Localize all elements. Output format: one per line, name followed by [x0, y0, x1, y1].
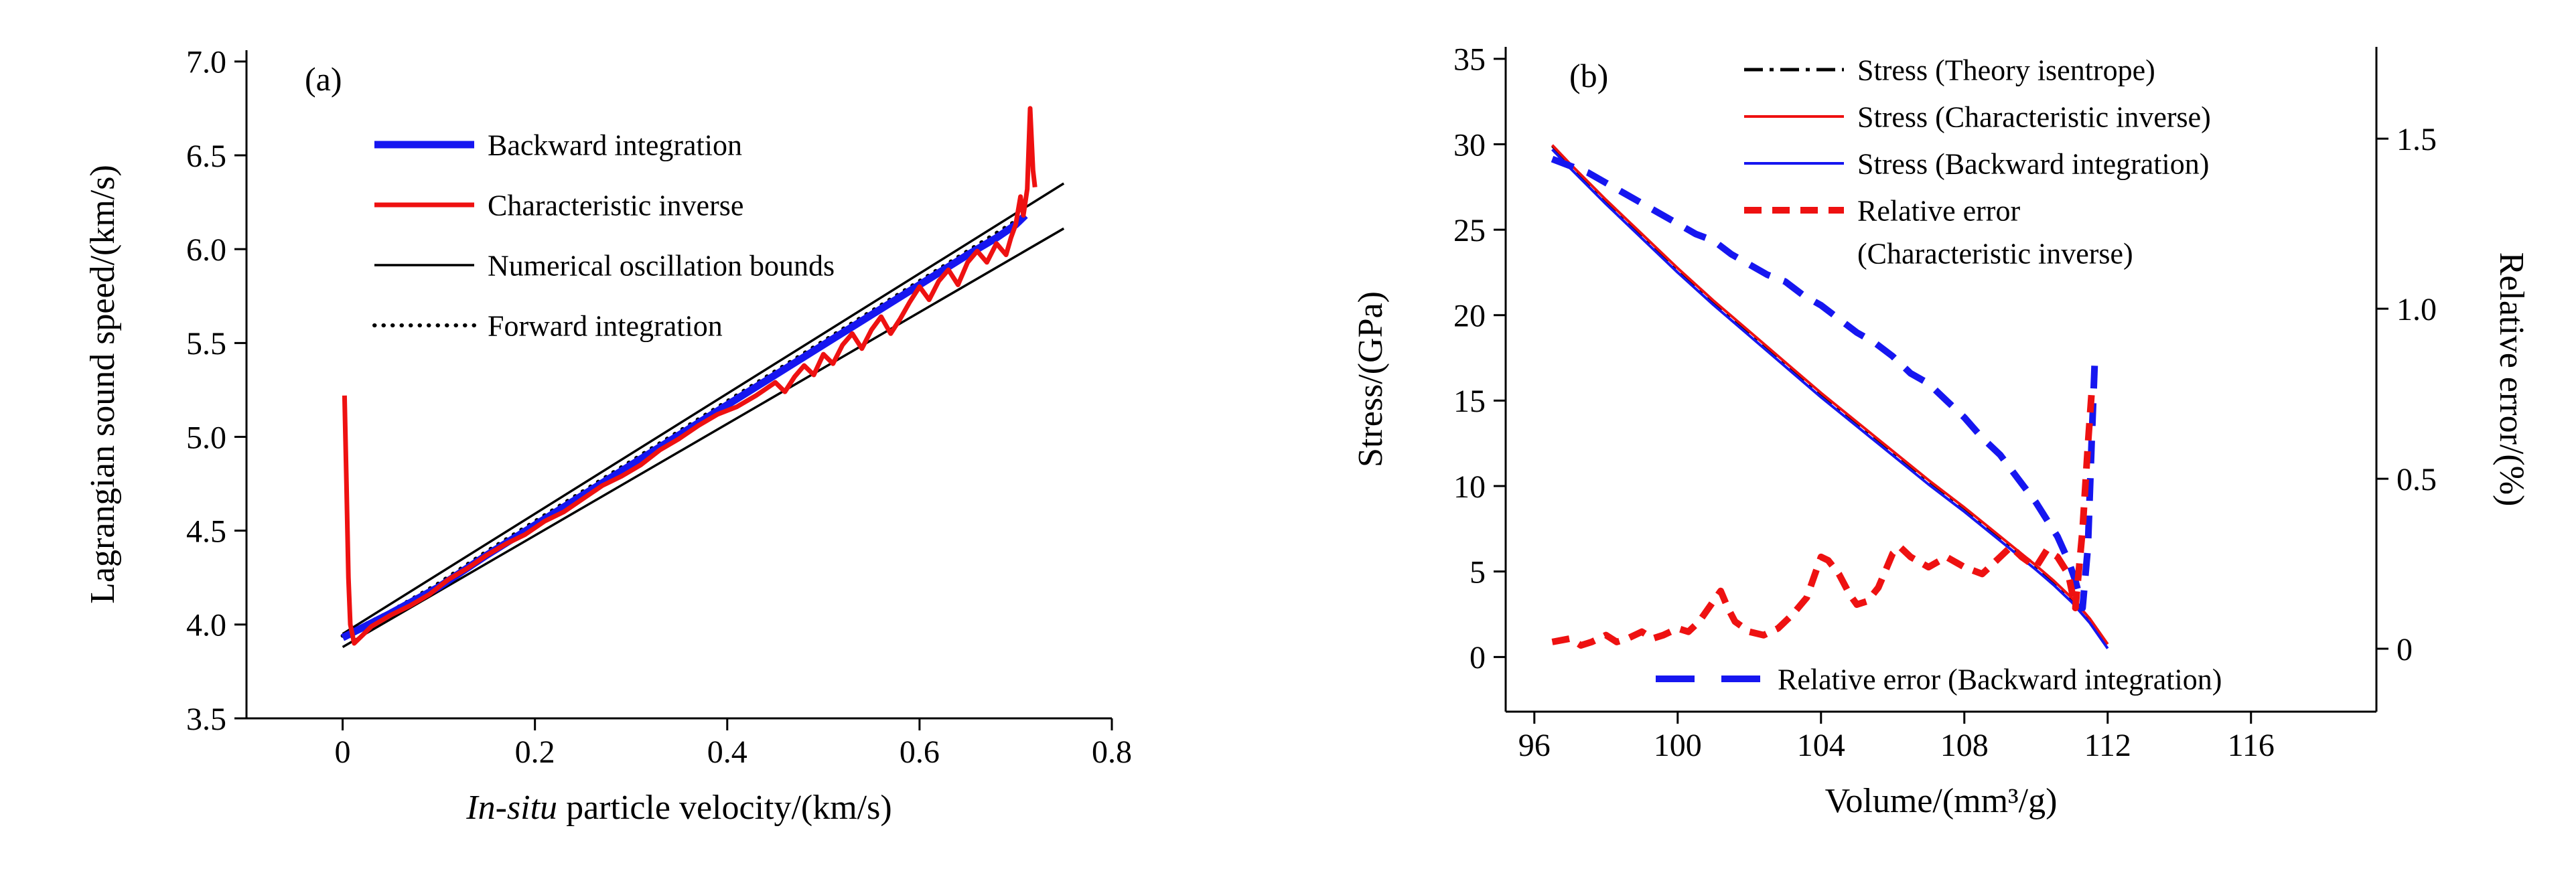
- y-tick-label: 5: [1470, 554, 1486, 590]
- y2-tick-label: 1.0: [2396, 292, 2437, 327]
- x-tick-label: 112: [2084, 728, 2131, 763]
- legend-label: Characteristic inverse: [488, 189, 743, 222]
- panel-label: (b): [1569, 57, 1608, 94]
- x-tick-label: 100: [1654, 728, 1702, 763]
- y-tick-label: 7.0: [186, 45, 226, 80]
- legend-label: Forward integration: [488, 309, 723, 342]
- series-stress-backward-integration: [1551, 148, 2109, 649]
- figure-panel-b: 96 100 104 108 112 116 0 5 10 15 20 25 30 35 0 0.5 1.0 1.…: [1288, 0, 2576, 870]
- y-tick-label: 25: [1453, 213, 1486, 248]
- x-tick-label: 0.2: [515, 734, 555, 770]
- series-numerical-oscillation-bounds-lower: [342, 227, 1065, 649]
- series-stress-theory-isentrope: [1551, 145, 2109, 646]
- series-stress-characteristic-inverse: [1551, 144, 2109, 645]
- x-tick-label: 104: [1797, 728, 1845, 763]
- legend-label: Backward integration: [488, 129, 742, 161]
- y-tick-label: 0: [1470, 640, 1486, 676]
- y-tick-label: 10: [1453, 469, 1486, 505]
- y2-tick-label: 0.5: [2396, 462, 2437, 497]
- y-tick-label: 5.5: [186, 326, 226, 362]
- y-tick-label: 6.5: [186, 139, 226, 174]
- legend-label: Relative error: [1857, 194, 2020, 227]
- y2-axis-label: Relative error/(%): [2492, 252, 2530, 507]
- y-tick-label: 3.5: [186, 702, 226, 737]
- x-tick-label: 96: [1518, 728, 1551, 763]
- y-tick-label: 15: [1453, 384, 1486, 419]
- y-axis-label: Stress/(GPa): [1352, 291, 1390, 467]
- y-tick-label: 35: [1453, 42, 1486, 78]
- y2-tick-label: 1.5: [2396, 122, 2437, 157]
- panel-label: (a): [305, 60, 342, 98]
- x-tick-label: 0.4: [707, 734, 747, 770]
- x-tick-label: 0.6: [900, 734, 940, 770]
- chart-panel-b: 96 100 104 108 112 116 0 5 10 15 20 25 30 35 0 0.5 1.0 1.…: [1352, 42, 2530, 820]
- y-tick-label: 30: [1453, 127, 1486, 163]
- y-tick-label: 6.0: [186, 232, 226, 268]
- y-tick-label: 4.0: [186, 608, 226, 643]
- y2-tick-label: 0: [2396, 632, 2413, 667]
- legend-label: Relative error (Backward integration): [1778, 663, 2222, 696]
- legend-label: Stress (Characteristic inverse): [1857, 100, 2211, 133]
- legend-label: Stress (Backward integration): [1857, 147, 2209, 180]
- x-axis-label: In-situ particle velocity/(km/s): [466, 789, 891, 827]
- x-tick-label: 116: [2228, 728, 2275, 763]
- figure-panel-a: 0 0.2 0.4 0.6 0.8 3.5 4.0 4.5 5.0 5.5 6.0 6.5 7.0 In-…: [0, 0, 1288, 870]
- y-tick-label: 20: [1453, 299, 1486, 334]
- series-forward-integration: [340, 219, 1018, 638]
- chart-panel-a: 0 0.2 0.4 0.6 0.8 3.5 4.0 4.5 5.0 5.5 6.0 6.5 7.0 In-…: [84, 45, 1132, 827]
- y-tick-label: 4.5: [186, 513, 226, 549]
- series-numerical-oscillation-bounds-upper: [342, 182, 1065, 635]
- legend-label-line2: (Characteristic inverse): [1857, 237, 2133, 270]
- y-axis-label: Lagrangian sound speed/(km/s): [84, 165, 122, 604]
- y-tick-label: 5.0: [186, 420, 226, 455]
- x-tick-label: 0.8: [1092, 734, 1132, 770]
- x-axis-label: Volume/(mm³/g): [1825, 782, 2058, 820]
- x-tick-label: 0: [335, 734, 351, 770]
- x-tick-label: 108: [1940, 728, 1989, 763]
- series-characteristic-inverse: [342, 106, 1037, 646]
- series-relative-error-characteristic-inverse: [1551, 393, 2095, 649]
- legend-label: Numerical oscillation bounds: [488, 249, 835, 282]
- series-relative-error-backward-integration: [1551, 155, 2098, 612]
- legend-label: Stress (Theory isentrope): [1857, 54, 2155, 86]
